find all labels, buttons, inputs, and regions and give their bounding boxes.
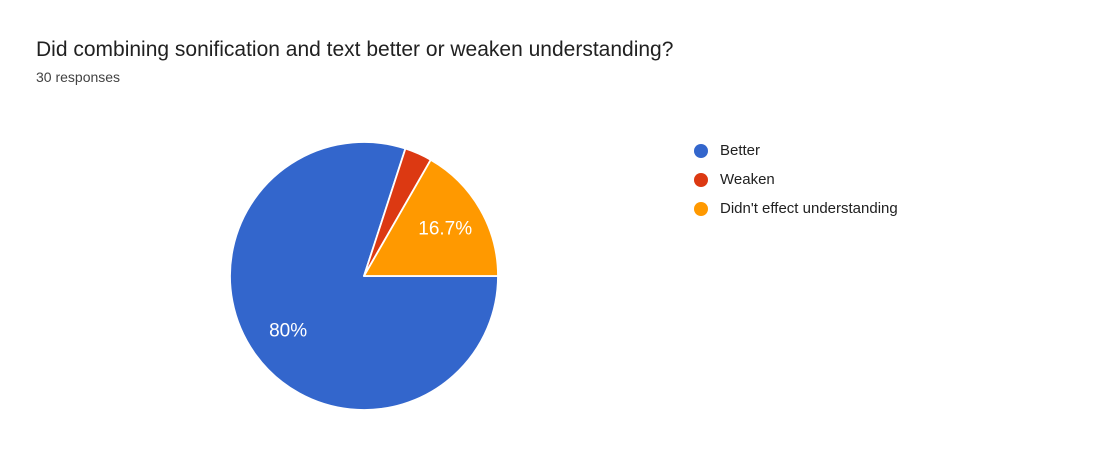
pie-chart: 80% 16.7% [229, 141, 499, 411]
legend-swatch-didn-t-effect-understanding [694, 201, 708, 216]
question-title: Did combining sonification and text bett… [36, 38, 674, 61]
legend-swatch-better [694, 143, 708, 158]
legend-label: Better [720, 142, 761, 159]
responses-count: 30 responses [36, 69, 121, 85]
legend-swatch-weaken [694, 172, 708, 187]
pie-slice-didn-t-effect-understanding[interactable] [363, 158, 499, 277]
slice-label-didn-t-effect-understanding: 16.7% [418, 219, 472, 240]
legend-label: Weaken [720, 171, 775, 188]
legend-item-weaken: Weaken [694, 165, 898, 194]
chart-legend: Better Weaken Didn't effect understanding [694, 136, 898, 223]
legend-item-better: Better [694, 136, 898, 165]
legend-label: Didn't effect understanding [720, 200, 898, 217]
slice-label-better: 80% [269, 321, 307, 342]
legend-item-didn-t-effect-understanding: Didn't effect understanding [694, 194, 898, 223]
